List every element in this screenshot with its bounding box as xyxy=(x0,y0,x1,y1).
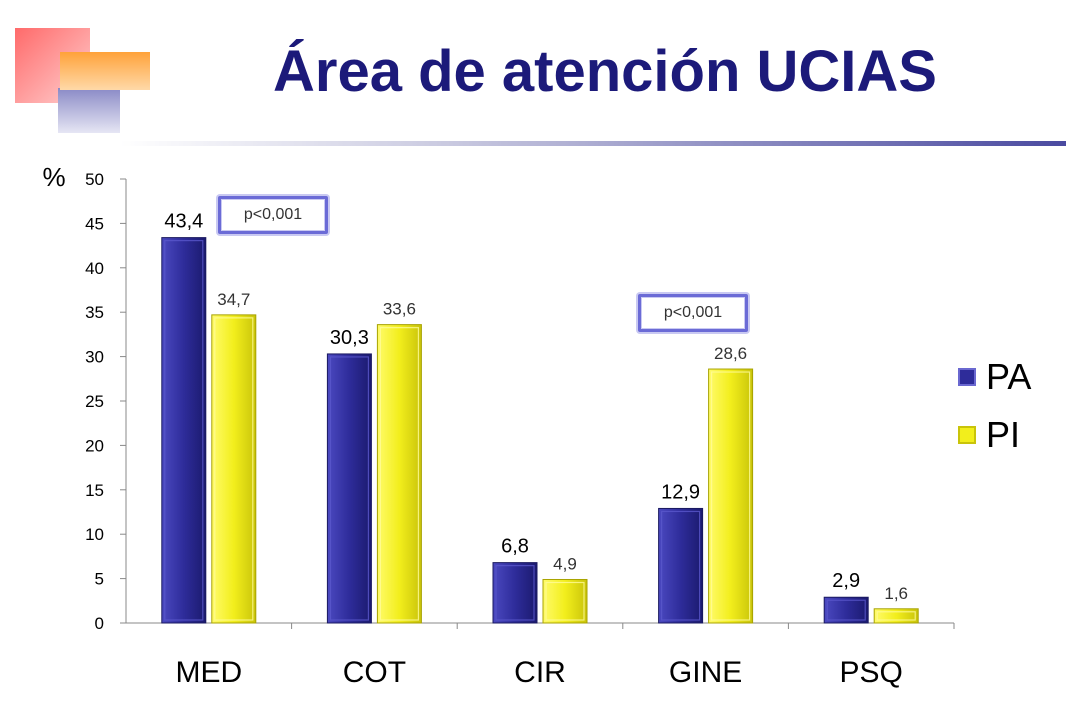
x-tick-label: MED xyxy=(175,656,242,689)
bar-pa-cir-bevel xyxy=(495,565,535,621)
deco-square-blue xyxy=(58,88,120,133)
data-label-pi-med: 34,7 xyxy=(217,290,250,309)
legend-item-pa: PA xyxy=(958,356,1031,398)
bar-pi-med xyxy=(211,314,257,624)
y-tick-label: 35 xyxy=(85,303,104,322)
bar-pa-gine xyxy=(658,507,704,624)
y-tick-label: 10 xyxy=(85,525,104,544)
y-tick-label: 30 xyxy=(85,348,104,367)
y-tick-label: 5 xyxy=(95,570,104,589)
x-tick-label: CIR xyxy=(514,656,566,689)
y-tick-label: 40 xyxy=(85,259,104,278)
data-label-pa-gine: 12,9 xyxy=(661,481,700,503)
y-tick-label: 15 xyxy=(85,481,104,500)
bar-pi-gine-bevel xyxy=(710,371,751,621)
data-label-pa-med: 43,4 xyxy=(164,211,203,233)
bar-pa-cot xyxy=(326,353,372,624)
x-tick-label: GINE xyxy=(669,656,742,689)
bar-pi-gine xyxy=(708,368,754,624)
bar-pi-med-bevel xyxy=(214,317,254,621)
y-axis-label: % xyxy=(42,162,65,192)
x-tick-label: PSQ xyxy=(840,656,903,689)
slide-title: Área de atención UCIAS xyxy=(273,39,937,104)
data-label-pa-cir: 6,8 xyxy=(501,536,529,558)
bar-pa-psq xyxy=(823,596,869,624)
data-label-pi-cir: 4,9 xyxy=(553,554,577,573)
chart-labels: MED 43,4 34,7 COT 30,3 33,6 CIR 6,8 4,9 GINE 12,9 2… xyxy=(164,211,908,689)
data-label-pa-cot: 30,3 xyxy=(330,327,369,349)
title-underline xyxy=(120,141,1066,146)
bar-pi-psq-bevel xyxy=(876,611,916,621)
y-tick-label: 45 xyxy=(85,214,104,233)
data-label-pi-cot: 33,6 xyxy=(383,300,416,319)
chart-bars xyxy=(161,237,919,624)
data-label-pi-psq: 1,6 xyxy=(884,584,908,603)
data-label-pa-psq: 2,9 xyxy=(832,570,860,592)
legend-swatch-pa xyxy=(958,368,976,386)
significance-box-gine: p<0,001 xyxy=(638,294,748,332)
chart-axes: 0 5 10 15 20 25 30 35 40 45 50% xyxy=(42,162,955,633)
bar-pi-psq xyxy=(873,608,919,624)
y-tick-label: 20 xyxy=(85,436,104,455)
legend-label-pi: PI xyxy=(986,414,1021,455)
bar-pi-cir-bevel xyxy=(545,581,585,621)
significance-box-med: p<0,001 xyxy=(218,196,328,234)
y-tick-label: 0 xyxy=(95,614,104,633)
y-tick-label: 50 xyxy=(85,170,104,189)
bar-pi-cot xyxy=(376,324,422,624)
bar-pa-cir xyxy=(492,562,538,624)
y-tick-label: 25 xyxy=(85,392,104,411)
deco-square-orange xyxy=(60,52,150,90)
bar-pa-psq-bevel xyxy=(826,599,866,621)
bar-pa-med xyxy=(161,237,207,624)
bar-pi-cir xyxy=(542,578,588,624)
legend-label-pa: PA xyxy=(986,356,1032,397)
legend-item-pi: PI xyxy=(958,414,1020,456)
bar-pa-gine-bevel xyxy=(660,510,701,621)
bar-pa-med-bevel xyxy=(164,240,204,621)
bar-pi-cot-bevel xyxy=(379,327,419,621)
x-tick-label: COT xyxy=(343,656,406,689)
bar-pa-cot-bevel xyxy=(329,356,369,621)
legend-swatch-pi xyxy=(958,426,976,444)
data-label-pi-gine: 28,6 xyxy=(714,344,747,363)
